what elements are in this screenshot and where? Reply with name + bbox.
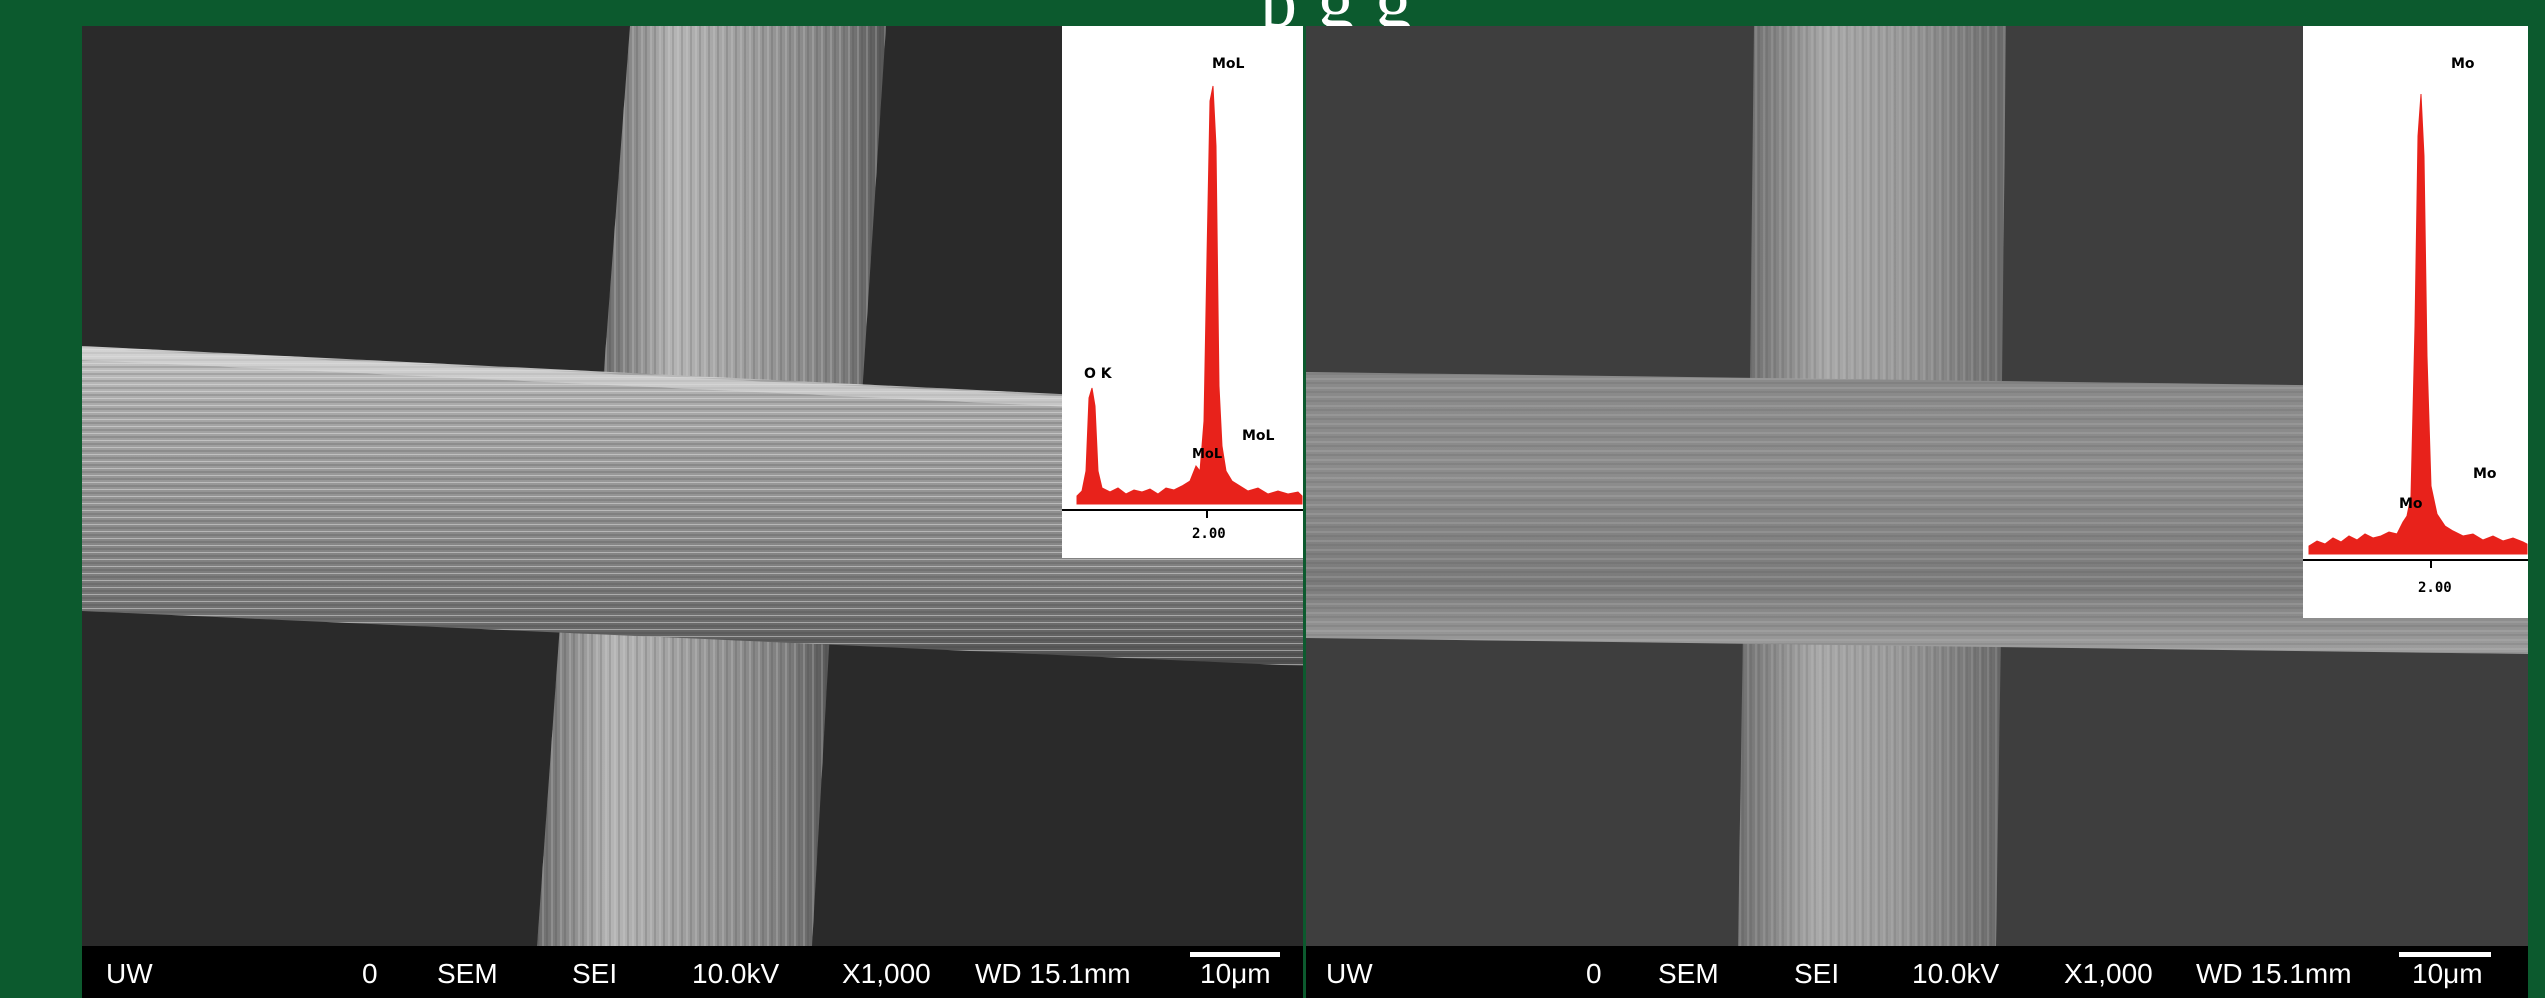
scale-bar <box>2399 952 2491 957</box>
eds-peak-label: Mo <box>2451 56 2475 72</box>
sem-voltage-label: 10.0kV <box>1912 958 2000 989</box>
eds-spectrum-inset: Mo Mo Mo 2.00 <box>2303 26 2528 618</box>
eds-peak-label: MoL <box>1242 428 1275 444</box>
eds-spectrum-trace <box>2308 93 2528 555</box>
eds-peak-label: MoL <box>1192 447 1222 462</box>
page-title: p g g <box>1260 0 1413 30</box>
sem-magnification-label: X1,000 <box>842 958 931 989</box>
sem-detector-label: SEI <box>1794 958 1840 989</box>
sem-zero-label: 0 <box>1586 958 1602 989</box>
eds-spectrum-trace <box>1076 85 1303 505</box>
sem-scale-label: 10μm <box>1200 958 1271 989</box>
sem-info-bar: UW 0 SEM SEI 10.0kV X1,000 WD 15.1mm 10μ… <box>82 946 1303 998</box>
eds-peak-label: O K <box>1084 366 1113 382</box>
sem-micrograph-right <box>1306 26 2528 946</box>
eds-spectrum-inset: MoL O K MoL MoL 2.00 <box>1062 26 1303 558</box>
eds-axis-tick-label: 2.00 <box>2418 580 2452 596</box>
sem-panel-left: MoL O K MoL MoL 2.00 UW 0 SEM SEI 10.0kV… <box>82 26 1303 998</box>
sem-working-distance-label: WD 15.1mm <box>2196 958 2352 989</box>
sem-detector-label: SEI <box>572 958 618 989</box>
sem-zero-label: 0 <box>362 958 378 989</box>
eds-spectrum-plot: MoL O K MoL MoL 2.00 <box>1062 56 1303 542</box>
sem-voltage-label: 10.0kV <box>692 958 780 989</box>
sem-mode-label: SEM <box>437 958 498 989</box>
sem-scale-label: 10μm <box>2412 958 2483 989</box>
sem-lab-label: UW <box>1326 958 1373 989</box>
sem-panel-right: Mo Mo Mo 2.00 UW 0 SEM SEI 10.0kV X1,000… <box>1306 26 2528 998</box>
sem-info-bar: UW 0 SEM SEI 10.0kV X1,000 WD 15.1mm 10μ… <box>1306 946 2528 998</box>
sem-magnification-label: X1,000 <box>2064 958 2153 989</box>
sem-lab-label: UW <box>106 958 153 989</box>
eds-peak-label: Mo <box>2399 496 2423 512</box>
eds-spectrum-plot: Mo Mo Mo 2.00 <box>2303 56 2528 596</box>
sem-mode-label: SEM <box>1658 958 1719 989</box>
scale-bar <box>1190 952 1280 957</box>
eds-peak-label: Mo <box>2473 466 2497 482</box>
title-strip: p g g <box>0 0 2545 30</box>
sem-working-distance-label: WD 15.1mm <box>975 958 1131 989</box>
eds-peak-label: MoL <box>1212 56 1245 72</box>
eds-axis-tick-label: 2.00 <box>1192 526 1226 542</box>
